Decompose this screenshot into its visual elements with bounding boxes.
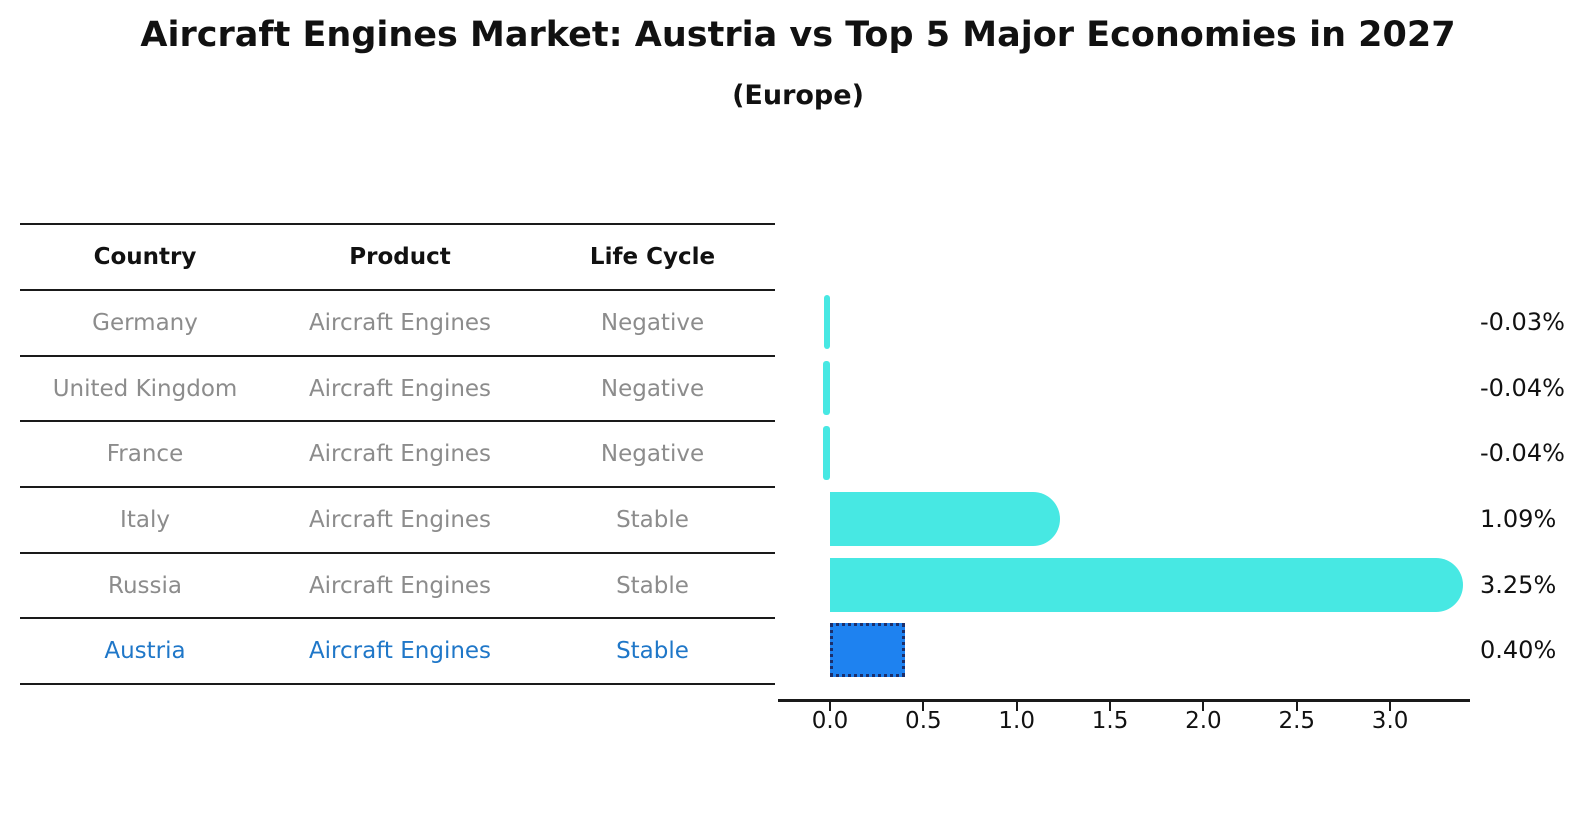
cell-product: Aircraft Engines — [308, 506, 492, 533]
x-axis-tick-mark — [922, 702, 925, 711]
bar-austria — [830, 623, 905, 678]
cell-lifecycle: Stable — [616, 572, 689, 599]
bar-germany — [824, 294, 830, 349]
value-label-germany: -0.03% — [1480, 307, 1565, 336]
cell-lifecycle: Negative — [600, 375, 705, 402]
x-axis-tick-mark — [1295, 702, 1298, 711]
cell-product: Aircraft Engines — [308, 638, 492, 665]
x-axis-tick-mark — [829, 702, 831, 711]
x-axis-tick-label: 0.5 — [905, 708, 942, 734]
x-axis-tick-mark — [1015, 702, 1018, 711]
cell-country: United Kingdom — [52, 375, 238, 402]
x-axis-tick-mark — [1109, 702, 1112, 711]
x-axis-tick-label: 1.5 — [1091, 708, 1129, 734]
cell-lifecycle: Stable — [616, 638, 689, 665]
cell-product: Aircraft Engines — [308, 572, 492, 599]
x-axis-tick-label: 1.0 — [998, 708, 1035, 734]
table-row-italy: Italy Aircraft Engines Stable — [20, 488, 775, 554]
value-label-united-kingdom: -0.04% — [1480, 373, 1565, 402]
x-axis-tick-mark — [1389, 702, 1392, 711]
page-title: Aircraft Engines Market: Austria vs Top … — [140, 15, 1456, 55]
bar-france — [822, 426, 830, 481]
cell-product: Aircraft Engines — [308, 309, 492, 336]
x-axis-line — [778, 699, 1470, 702]
cell-lifecycle: Negative — [600, 441, 705, 468]
table-header-row: Country Product Life Cycle — [20, 225, 775, 291]
table-row-united-kingdom: United Kingdom Aircraft Engines Negative — [20, 357, 775, 423]
value-label-italy: 1.09% — [1480, 504, 1557, 533]
column-header-lifecycle: Life Cycle — [589, 244, 716, 270]
table-row-germany: Germany Aircraft Engines Negative — [20, 291, 775, 357]
cell-product: Aircraft Engines — [308, 375, 492, 402]
table-row-russia: Russia Aircraft Engines Stable — [20, 554, 775, 620]
cell-country: Italy — [120, 506, 170, 533]
cell-country: Russia — [108, 572, 182, 599]
x-axis-tick-label: 3.0 — [1371, 708, 1409, 734]
bar-russia — [830, 557, 1463, 612]
column-header-country: Country — [93, 244, 197, 270]
table-row-austria: Austria Aircraft Engines Stable — [20, 619, 775, 686]
column-header-product: Product — [349, 244, 451, 270]
value-label-russia: 3.25% — [1480, 570, 1557, 599]
x-axis-tick-label: 2.0 — [1185, 708, 1222, 734]
bar-italy — [830, 491, 1060, 546]
cell-product: Aircraft Engines — [308, 441, 492, 468]
cell-lifecycle: Stable — [616, 506, 689, 533]
cell-lifecycle: Negative — [600, 309, 705, 336]
cell-country: France — [106, 441, 184, 468]
page-subtitle: (Europe) — [732, 80, 864, 111]
cell-country: Germany — [92, 309, 198, 336]
x-axis-tick-label: 2.5 — [1278, 708, 1316, 734]
country-table: Country Product Life Cycle Germany Aircr… — [20, 223, 775, 686]
x-axis-tick-mark — [1202, 702, 1205, 711]
value-label-austria: 0.40% — [1480, 636, 1557, 665]
value-label-france: -0.04% — [1480, 439, 1565, 468]
table-row-france: France Aircraft Engines Negative — [20, 422, 775, 489]
cell-country: Austria — [104, 638, 186, 665]
bar-united-kingdom — [822, 360, 830, 415]
x-axis-tick-label: 0.0 — [811, 708, 849, 734]
